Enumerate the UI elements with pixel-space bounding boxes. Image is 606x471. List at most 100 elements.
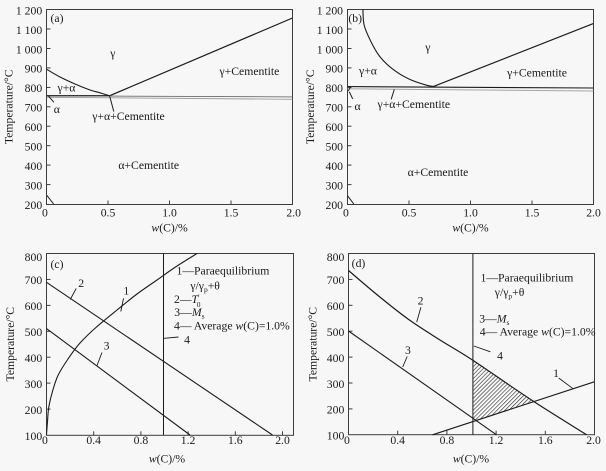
svg-text:600: 600 (325, 121, 343, 134)
svg-text:800: 800 (25, 251, 43, 264)
svg-text:100: 100 (327, 430, 345, 443)
svg-text:100: 100 (25, 430, 43, 443)
svg-text:Temperature/°C: Temperature/°C (4, 307, 17, 382)
svg-text:0: 0 (42, 206, 48, 219)
svg-text:γ+α: γ+α (358, 65, 377, 78)
svg-text:1: 1 (553, 367, 559, 380)
svg-text:0.5: 0.5 (402, 206, 417, 219)
svg-text:1: 1 (123, 284, 129, 297)
svg-text:α: α (354, 100, 360, 113)
svg-text:w(C)/%: w(C)/% (452, 222, 489, 235)
svg-text:600: 600 (25, 300, 43, 313)
svg-text:γ+Cementite: γ+Cementite (219, 65, 280, 78)
svg-text:γ+α+Cementite: γ+α+Cementite (91, 110, 165, 123)
svg-text:(a): (a) (51, 12, 64, 25)
svg-text:1—Paraequilibrium: 1—Paraequilibrium (177, 265, 270, 278)
svg-text:800: 800 (327, 251, 345, 264)
svg-text:1.0: 1.0 (463, 206, 478, 219)
svg-text:1—Paraequilibrium: 1—Paraequilibrium (481, 272, 574, 285)
svg-text:4: 4 (497, 350, 503, 363)
svg-text:1 200: 1 200 (16, 5, 42, 18)
svg-text:3: 3 (405, 344, 411, 357)
svg-text:300: 300 (327, 378, 345, 391)
svg-text:400: 400 (25, 352, 43, 365)
svg-text:300: 300 (25, 378, 43, 391)
svg-text:γ/γp+θ: γ/γp+θ (494, 286, 525, 301)
svg-text:600: 600 (327, 300, 345, 313)
svg-text:1 000: 1 000 (16, 43, 42, 56)
svg-text:α+Cementite: α+Cementite (118, 159, 179, 172)
svg-text:2: 2 (418, 295, 424, 308)
svg-text:2—T′0: 2—T′ 0 (174, 292, 201, 309)
svg-text:Temperature/°C: Temperature/°C (304, 69, 317, 144)
svg-text:0: 0 (344, 434, 350, 447)
svg-text:200: 200 (25, 404, 43, 417)
svg-text:700: 700 (327, 274, 345, 287)
svg-text:1 100: 1 100 (16, 24, 42, 37)
svg-text:3—Ms: 3—Ms (479, 312, 509, 327)
svg-text:700: 700 (25, 102, 43, 115)
svg-text:1.2: 1.2 (181, 434, 196, 447)
svg-text:γ+Cementite: γ+Cementite (506, 67, 567, 80)
svg-text:800: 800 (25, 82, 43, 95)
svg-text:4— Average w(C)=1.0%: 4— Average w(C)=1.0% (480, 326, 596, 339)
svg-text:α+Cementite: α+Cementite (408, 166, 469, 179)
svg-text:γ+α+Cementite: γ+α+Cementite (377, 98, 451, 111)
svg-text:700: 700 (325, 102, 343, 115)
svg-text:1.2: 1.2 (489, 434, 504, 447)
svg-text:3—Ms: 3—Ms (174, 306, 204, 321)
svg-text:700: 700 (25, 274, 43, 287)
svg-text:γ: γ (424, 41, 430, 54)
svg-text:γ: γ (109, 47, 115, 60)
svg-text:400: 400 (325, 160, 343, 173)
svg-text:400: 400 (327, 352, 345, 365)
svg-text:2.0: 2.0 (586, 434, 601, 447)
svg-text:4: 4 (184, 334, 190, 347)
svg-text:500: 500 (25, 141, 43, 154)
svg-text:w(C)/%: w(C)/% (453, 453, 490, 466)
svg-text:1.6: 1.6 (538, 434, 553, 447)
svg-text:(d): (d) (352, 257, 366, 270)
svg-text:0: 0 (42, 434, 48, 447)
svg-text:γ+α: γ+α (57, 81, 76, 94)
svg-text:0.4: 0.4 (86, 434, 101, 447)
svg-text:w(C)/%: w(C)/% (149, 453, 186, 466)
svg-text:(b): (b) (348, 12, 362, 25)
svg-text:900: 900 (25, 63, 43, 76)
svg-text:α: α (54, 103, 60, 116)
svg-text:2.0: 2.0 (586, 206, 601, 219)
svg-text:300: 300 (25, 179, 43, 192)
svg-text:900: 900 (325, 63, 343, 76)
svg-text:600: 600 (25, 121, 43, 134)
svg-text:0.8: 0.8 (134, 434, 149, 447)
svg-text:2: 2 (78, 277, 84, 290)
svg-text:0: 0 (343, 206, 349, 219)
svg-text:2.0: 2.0 (286, 206, 301, 219)
svg-text:200: 200 (325, 199, 343, 212)
svg-text:1.0: 1.0 (162, 206, 177, 219)
svg-text:1.6: 1.6 (228, 434, 243, 447)
svg-text:500: 500 (327, 326, 345, 339)
svg-text:1 200: 1 200 (317, 5, 343, 18)
svg-text:0.5: 0.5 (101, 206, 116, 219)
svg-text:800: 800 (325, 82, 343, 95)
svg-text:500: 500 (25, 326, 43, 339)
svg-text:2.0: 2.0 (275, 434, 290, 447)
svg-text:(c): (c) (51, 258, 64, 271)
svg-text:3: 3 (104, 340, 110, 353)
svg-text:0.4: 0.4 (390, 434, 405, 447)
svg-text:Temperature/°C: Temperature/°C (307, 307, 320, 382)
svg-text:γ/γp+θ: γ/γp+θ (189, 280, 220, 295)
svg-text:1.5: 1.5 (224, 206, 239, 219)
svg-text:4— Average w(C)=1.0%: 4— Average w(C)=1.0% (174, 320, 290, 333)
svg-text:300: 300 (325, 179, 343, 192)
svg-text:0.8: 0.8 (440, 434, 455, 447)
svg-text:Temperature/°C: Temperature/°C (3, 69, 16, 144)
svg-text:400: 400 (25, 160, 43, 173)
svg-text:1 100: 1 100 (317, 24, 343, 37)
svg-text:1 000: 1 000 (317, 43, 343, 56)
svg-text:500: 500 (325, 141, 343, 154)
svg-text:1.5: 1.5 (525, 206, 540, 219)
svg-text:200: 200 (327, 404, 345, 417)
svg-text:200: 200 (25, 199, 43, 212)
